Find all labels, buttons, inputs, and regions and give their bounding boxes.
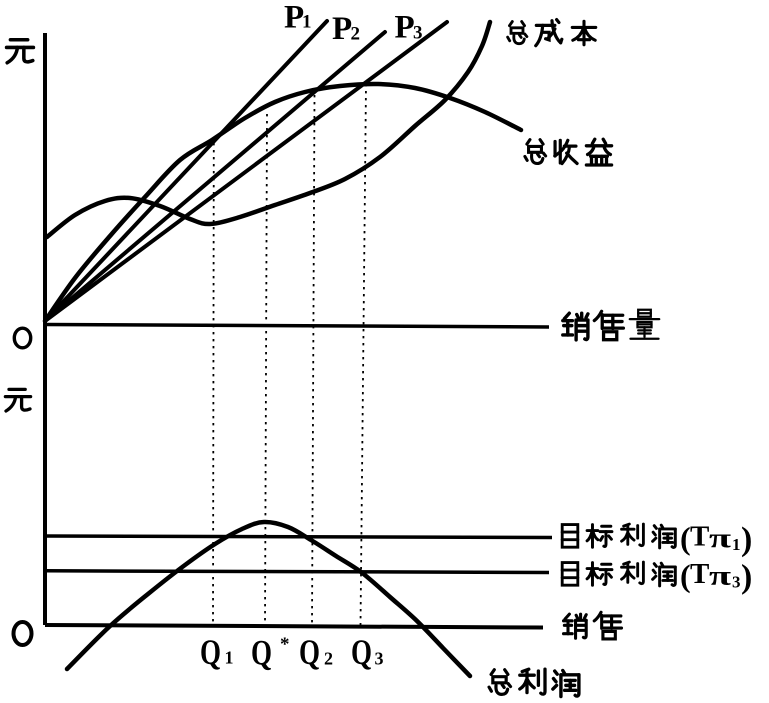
svg-text:P: P bbox=[284, 0, 304, 35]
svg-text:T: T bbox=[690, 521, 709, 553]
svg-text:π: π bbox=[709, 523, 731, 553]
svg-text:3: 3 bbox=[732, 573, 741, 592]
svg-text:π: π bbox=[709, 561, 731, 591]
svg-text:): ) bbox=[741, 521, 752, 558]
svg-text:3: 3 bbox=[413, 23, 423, 44]
svg-text:2: 2 bbox=[324, 649, 333, 669]
svg-text:Q: Q bbox=[299, 632, 320, 672]
svg-text:1: 1 bbox=[732, 535, 741, 554]
svg-text:Q: Q bbox=[200, 632, 221, 672]
svg-text:3: 3 bbox=[375, 649, 384, 669]
svg-text:Q: Q bbox=[251, 633, 272, 673]
svg-text:Q: Q bbox=[351, 632, 372, 672]
svg-text:T: T bbox=[690, 558, 709, 590]
svg-text:1: 1 bbox=[302, 12, 312, 33]
svg-text:): ) bbox=[741, 559, 752, 596]
svg-text:(: ( bbox=[680, 520, 691, 556]
svg-text:2: 2 bbox=[351, 24, 361, 45]
svg-text:P: P bbox=[332, 11, 352, 47]
svg-text:*: * bbox=[280, 634, 290, 655]
svg-text:(: ( bbox=[680, 558, 691, 594]
svg-text:1: 1 bbox=[225, 648, 234, 668]
svg-text:P: P bbox=[395, 10, 415, 46]
